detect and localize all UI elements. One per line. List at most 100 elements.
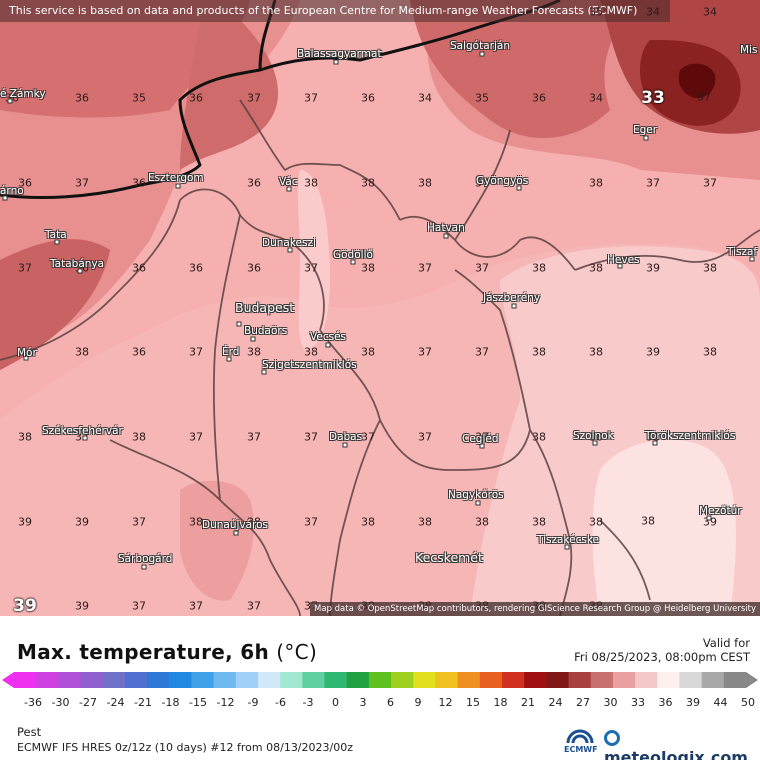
temperature-value: 38	[532, 430, 546, 444]
city-label[interactable]: Gödöllő	[333, 249, 373, 261]
temperature-value: 37	[418, 261, 432, 275]
colorbar-segment	[80, 672, 104, 688]
colorbar-segment	[657, 672, 680, 688]
colorbar-segment	[635, 672, 658, 688]
temperature-value: 36	[132, 176, 146, 190]
city-label[interactable]: Budaörs	[244, 325, 288, 337]
colorbar-segment	[124, 672, 148, 688]
temperature-value: 37	[247, 430, 261, 444]
colorbar-tick-label: 30	[603, 696, 618, 709]
temperature-value: 39	[18, 515, 32, 529]
city-label[interactable]: Tiszaf	[727, 246, 758, 258]
colorbar-tick-label: 21	[521, 696, 535, 709]
city-label[interactable]: Gyöngyös	[476, 175, 529, 187]
colorbar-tick-label: -36	[24, 696, 42, 709]
city-marker-icon	[592, 440, 598, 446]
city-label[interactable]: Cegléd	[462, 433, 499, 445]
city-marker-icon	[82, 435, 88, 441]
colorbar-tick-label: 9	[414, 696, 422, 709]
city-label[interactable]: Eger	[633, 124, 658, 136]
temperature-value: 38	[703, 345, 717, 359]
colorbar-tick-label: 0	[332, 696, 339, 709]
temperature-value: 38	[475, 515, 489, 529]
city-label[interactable]: Tata	[45, 229, 67, 241]
temperature-value: 37	[189, 599, 203, 613]
ecmwf-logo-text: ECMWF	[564, 745, 598, 754]
temperature-value: 34	[646, 5, 660, 19]
city-label[interactable]: árno	[0, 185, 24, 197]
city-marker-icon	[479, 443, 485, 449]
city-label[interactable]: Mis	[740, 44, 758, 56]
city-label[interactable]: Dabas	[329, 431, 363, 443]
city-label[interactable]: Heves	[607, 254, 640, 266]
colorbar-segment	[102, 672, 126, 688]
temperature-value: 38	[589, 430, 603, 444]
city-marker-icon	[286, 186, 292, 192]
city-label[interactable]: Szigetszentmiklós	[262, 359, 357, 371]
city-marker-icon	[250, 336, 256, 342]
city-label[interactable]: Mór	[17, 347, 37, 359]
city-marker-icon	[749, 256, 755, 262]
city-label[interactable]: Vecsés	[310, 331, 347, 343]
colorbar-tick-label: -3	[302, 696, 314, 709]
city-marker-icon	[443, 233, 449, 239]
colorbar-segment	[324, 672, 348, 688]
city-label[interactable]: Kecskemét	[415, 550, 483, 565]
city-marker-icon	[479, 51, 485, 57]
temperature-value: 36	[75, 91, 89, 105]
temperature-value: 39	[646, 261, 660, 275]
city-label[interactable]: Hatvan	[427, 222, 465, 234]
temperature-value: 39	[75, 599, 89, 613]
city-label[interactable]: é Zámky	[0, 88, 46, 100]
city-label[interactable]: Székesfehérvár	[42, 425, 123, 437]
city-label[interactable]: Vác	[279, 176, 298, 188]
city-label[interactable]: Törökszentmiklós	[645, 430, 736, 442]
map-area[interactable]: This service is based on data and produc…	[0, 0, 760, 616]
temperature-value: 37	[475, 176, 489, 190]
temperature-value: 37	[703, 176, 717, 190]
colorbar-tick-label: 24	[548, 696, 563, 709]
colorbar-segment	[36, 672, 59, 688]
city-marker-icon	[23, 355, 29, 361]
city-label[interactable]: Salgótarján	[450, 40, 510, 52]
city-label[interactable]: Dunakeszi	[262, 237, 316, 249]
meteologix-logo[interactable]: meteologix.com	[604, 729, 760, 760]
city-label[interactable]: Balassagyarmat	[297, 48, 382, 60]
colorbar-tick-label: 6	[387, 696, 394, 709]
city-marker-icon	[325, 342, 331, 348]
city-label[interactable]: Sárbogárd	[118, 553, 173, 565]
city-marker-icon	[233, 530, 239, 536]
temperature-value: 35	[589, 5, 603, 19]
temperature-value: 38	[418, 515, 432, 529]
city-label[interactable]: Szolnok	[573, 430, 614, 442]
city-label[interactable]: Jászberény	[483, 292, 541, 304]
temperature-value: 38	[532, 345, 546, 359]
colorbar-low-arrow	[2, 672, 14, 688]
temperature-value: 37	[189, 430, 203, 444]
temperature-value: 38	[132, 430, 146, 444]
colorbar-segment	[191, 672, 215, 688]
colorbar-segment	[701, 672, 725, 688]
city-marker-icon	[175, 183, 181, 189]
temperature-value: 33	[641, 88, 665, 108]
colorbar-segment	[502, 672, 525, 688]
city-marker-icon	[564, 544, 570, 550]
city-label[interactable]: Nagykőrös	[448, 489, 504, 501]
colorbar-tick-label: 36	[658, 696, 673, 709]
colorbar-tick-label: 39	[686, 696, 700, 709]
city-label[interactable]: Dunaújváros	[202, 519, 269, 531]
city-label[interactable]: Budapest	[235, 300, 295, 315]
city-label[interactable]: Érd	[222, 346, 240, 358]
temperature-value: 39	[75, 515, 89, 529]
city-label[interactable]: Esztergom	[148, 172, 204, 184]
map-attribution[interactable]: Map data © OpenStreetMap contributors, r…	[310, 602, 760, 616]
colorbar-tick-label: -6	[275, 696, 286, 709]
temperature-value: 38	[247, 515, 261, 529]
colorbar-segment	[413, 672, 436, 688]
city-label[interactable]: Tatabánya	[50, 258, 105, 270]
temperature-value: 39	[13, 596, 37, 616]
city-label[interactable]: Mezőtúr	[699, 505, 742, 517]
city-label[interactable]: Tiszakécske	[537, 534, 600, 546]
temperature-value: 38	[247, 345, 261, 359]
temperature-value: 38	[361, 261, 375, 275]
